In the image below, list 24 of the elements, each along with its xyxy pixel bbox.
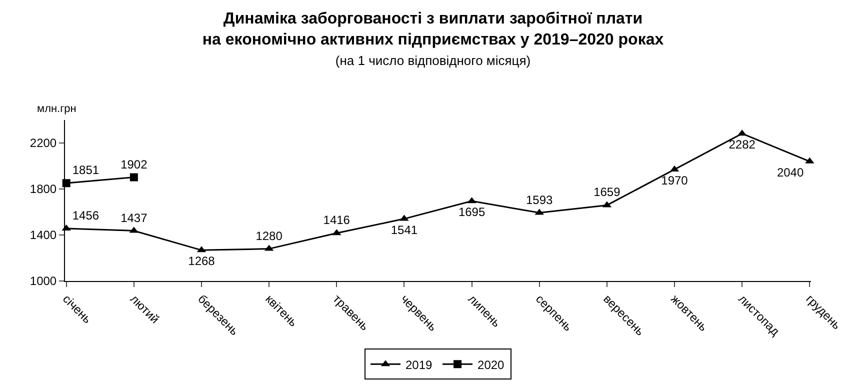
- y-axis-title: млн.грн: [37, 103, 76, 115]
- legend-label: 2019: [406, 358, 433, 372]
- data-label: 1280: [256, 228, 283, 243]
- data-label: 2040: [776, 165, 804, 180]
- data-label: 1593: [526, 192, 554, 207]
- data-label: 1437: [120, 210, 148, 225]
- data-label: 2282: [728, 138, 756, 152]
- data-label: 1416: [323, 213, 350, 228]
- y-tick-label: 2200: [30, 136, 57, 150]
- data-label: 1851: [72, 163, 100, 178]
- legend-label: 2020: [478, 358, 505, 372]
- point: [130, 173, 138, 182]
- y-tick-label: 1400: [30, 228, 57, 242]
- data-label: 1970: [661, 173, 688, 188]
- data-label: 1659: [594, 185, 621, 200]
- data-label: 1695: [458, 205, 486, 220]
- data-label: 1902: [120, 157, 148, 172]
- chart-title: Динаміка заборгованості з виплати заробітної плати на економічно активних підприємствах у 2019–2020 роках: [202, 10, 664, 48]
- y-tick-label: 1800: [30, 182, 57, 196]
- y-tick-label: 1000: [30, 274, 57, 288]
- data-label: 1456: [72, 208, 100, 223]
- data-label: 1268: [188, 254, 216, 268]
- data-label: 1541: [390, 222, 418, 237]
- chart-subtitle: (на 1 число відповідного місяця): [335, 53, 531, 68]
